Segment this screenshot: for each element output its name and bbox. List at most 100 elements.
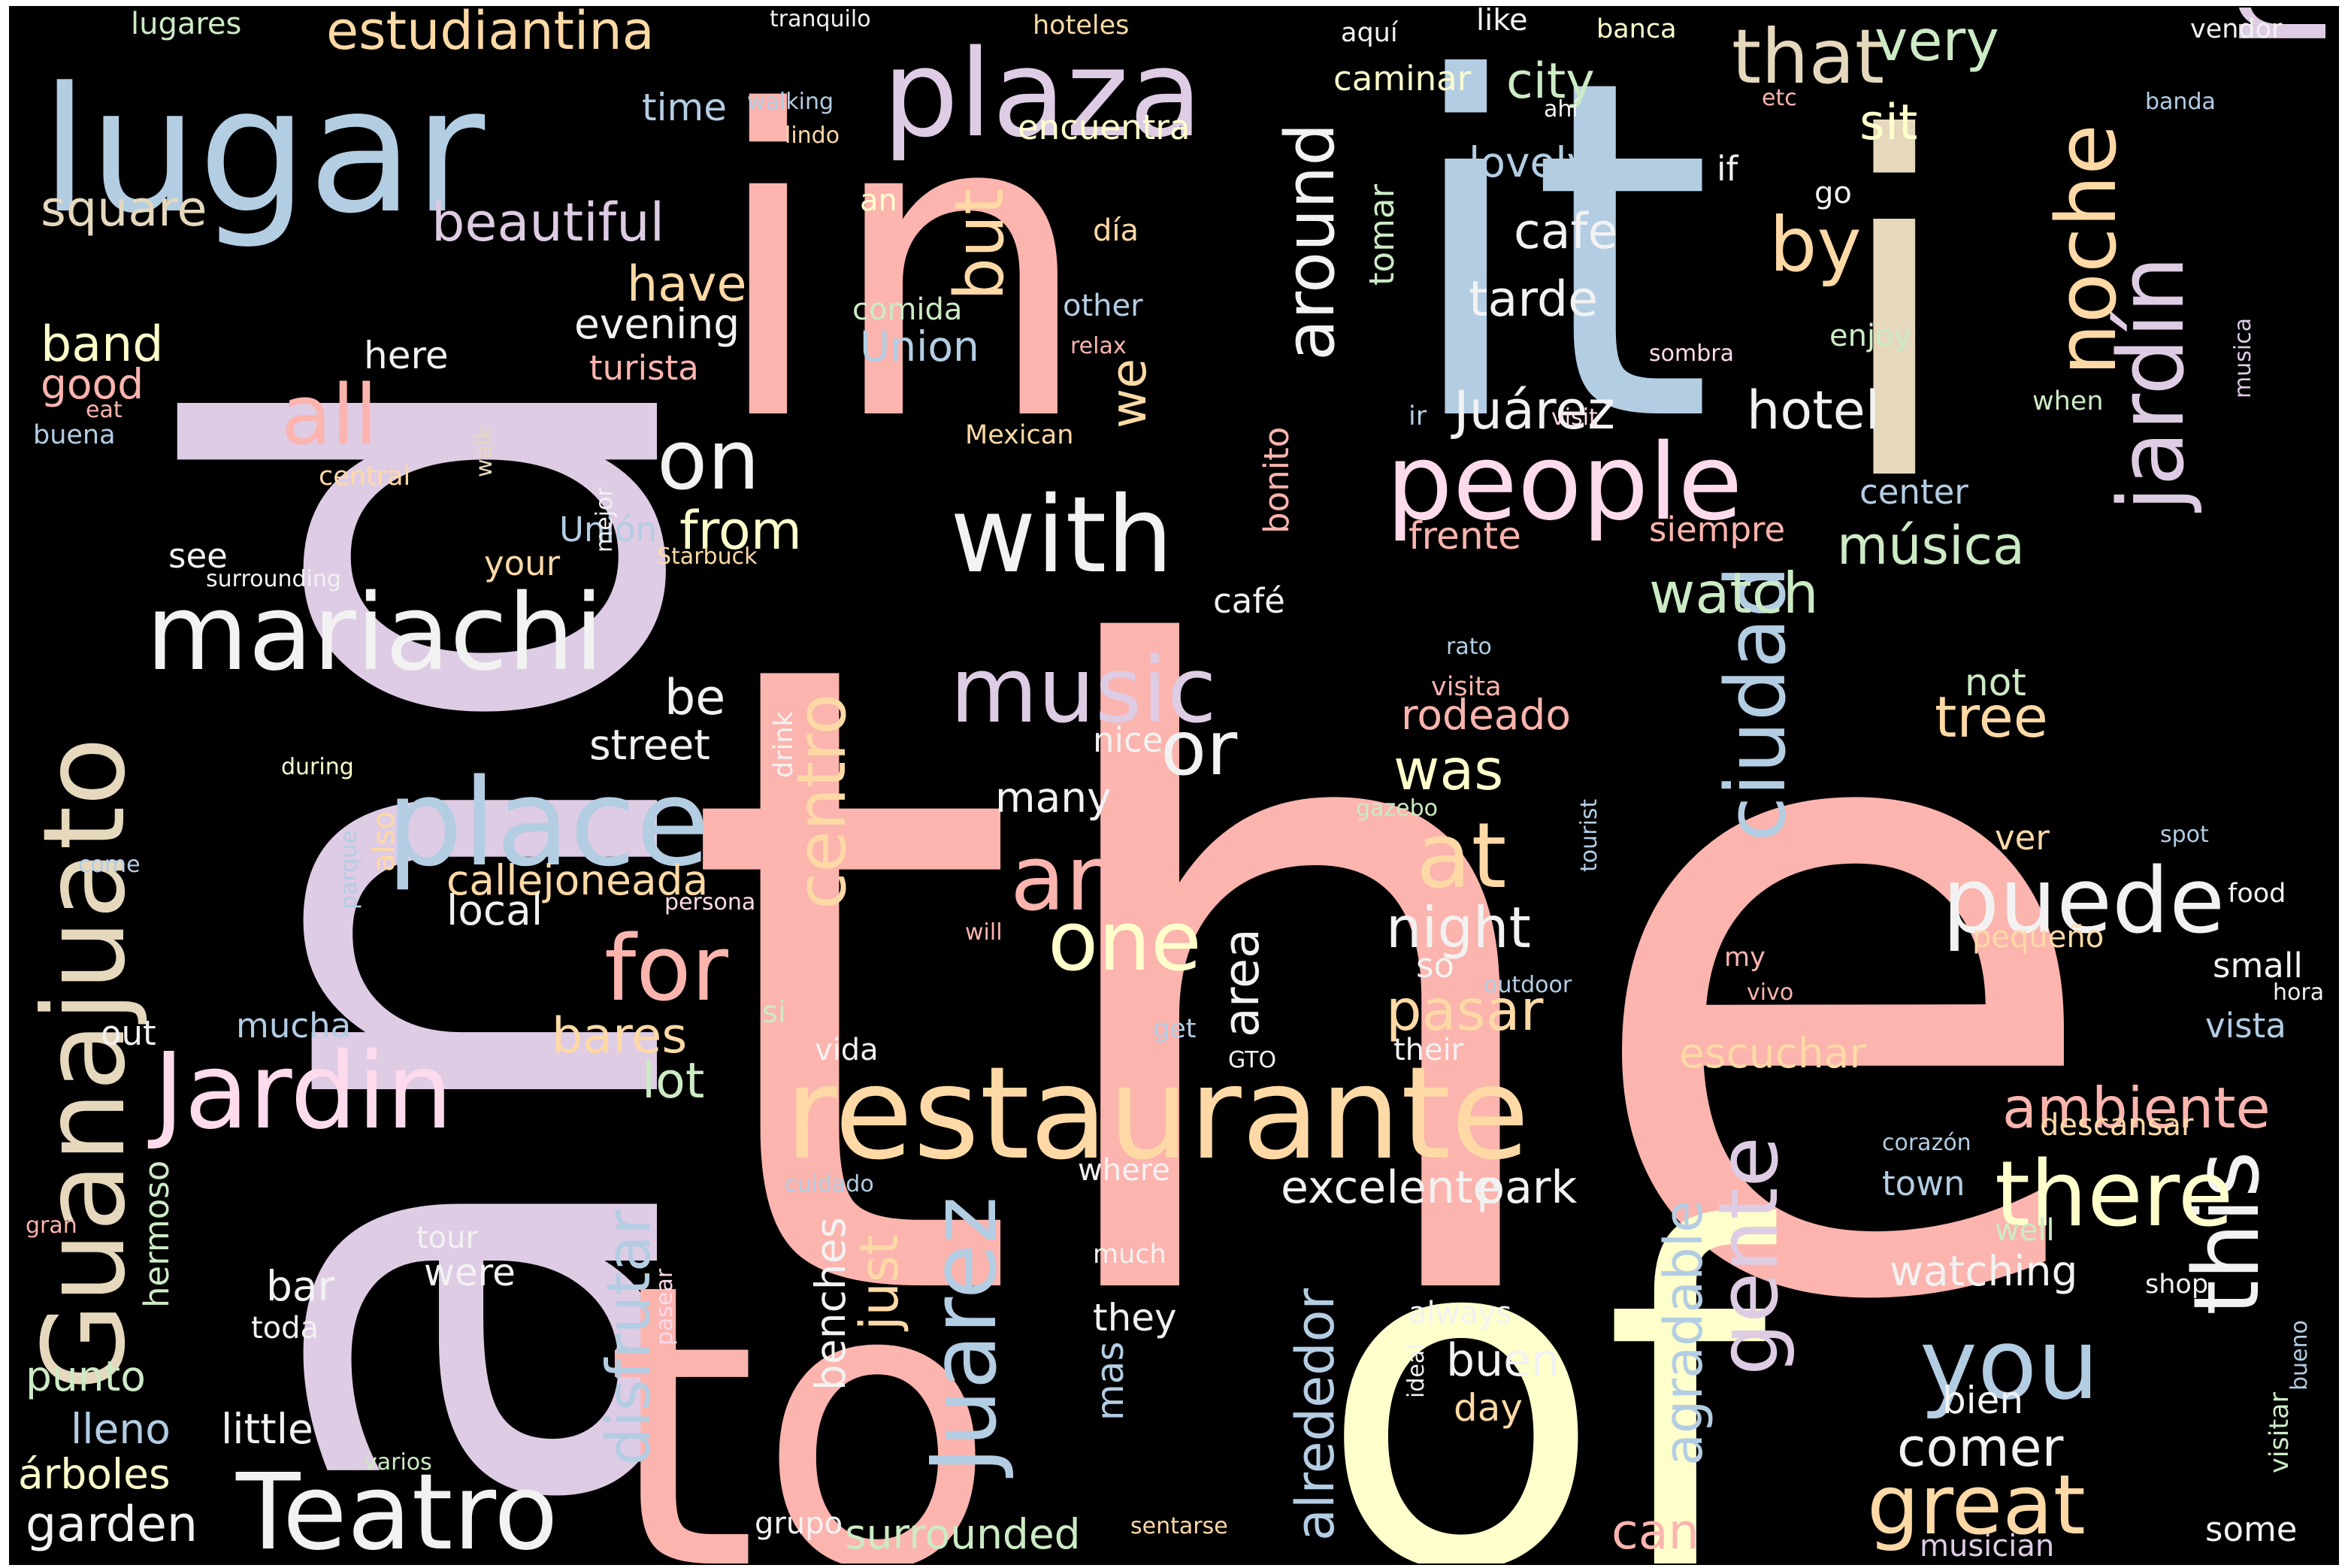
word-night: night bbox=[1386, 894, 1531, 961]
word-hoteles: hoteles bbox=[1033, 11, 1129, 41]
word-ideal: ideal bbox=[1403, 1343, 1430, 1398]
word-centro: centro bbox=[782, 694, 861, 910]
word-aquí: aquí bbox=[1341, 18, 1399, 48]
word-sombra: sombra bbox=[1649, 341, 1734, 367]
word-will: will bbox=[965, 919, 1003, 946]
word-día: día bbox=[1093, 213, 1139, 248]
word-etc: etc bbox=[1762, 85, 1797, 111]
word-walking: walking bbox=[747, 89, 834, 115]
word-are: are bbox=[1010, 827, 1156, 931]
word-rato: rato bbox=[1446, 634, 1492, 660]
word-great: great bbox=[1867, 1457, 2086, 1553]
word-local: local bbox=[446, 886, 543, 934]
word-food: food bbox=[2228, 879, 2286, 909]
word-cuidado: cuidado bbox=[785, 1171, 874, 1197]
word-buen: buen bbox=[1446, 1334, 1560, 1387]
word-ir: ir bbox=[1409, 401, 1427, 431]
word-the: the bbox=[679, 476, 2110, 1491]
word-surrounding: surrounding bbox=[206, 566, 341, 592]
word-persona: persona bbox=[664, 889, 755, 916]
word-you: you bbox=[1920, 1307, 2099, 1421]
word-i: i bbox=[1829, 42, 1959, 584]
word-drink: drink bbox=[769, 710, 799, 778]
word-parque: parque bbox=[336, 830, 362, 910]
word-band: band bbox=[41, 316, 164, 373]
word-buena: buena bbox=[33, 420, 116, 450]
word-one: one bbox=[1048, 893, 1202, 989]
word-starbuck: Starbuck bbox=[657, 543, 758, 570]
word-be: be bbox=[664, 670, 725, 726]
word-corazón: corazón bbox=[1882, 1130, 1971, 1156]
word-visitar: visitar bbox=[2265, 1391, 2295, 1473]
word-sit: sit bbox=[1859, 95, 1917, 151]
word-city: city bbox=[1506, 53, 1595, 110]
word-if: if bbox=[1717, 149, 1739, 189]
word-musica: musica bbox=[2230, 318, 2256, 398]
word-watch: watch bbox=[1649, 560, 1818, 626]
word-can: can bbox=[1611, 1504, 1699, 1560]
word-benches: benches bbox=[806, 1217, 855, 1391]
word-this: this bbox=[2175, 1151, 2280, 1315]
word-in: in bbox=[710, 23, 1094, 513]
word-gran: gran bbox=[26, 1212, 77, 1239]
word-garden: garden bbox=[26, 1497, 198, 1553]
word-comer: comer bbox=[1897, 1417, 2064, 1479]
word-gente: gente bbox=[1700, 1137, 1796, 1376]
word-have: have bbox=[627, 256, 747, 313]
word-with: with bbox=[950, 474, 1173, 597]
word-union: Union bbox=[860, 322, 979, 371]
word-hora: hora bbox=[2273, 979, 2324, 1006]
word-siempre: siempre bbox=[1649, 510, 1785, 549]
word-si: si bbox=[762, 995, 786, 1030]
word-always: always bbox=[1409, 1296, 1511, 1330]
word-mucha: mucha bbox=[236, 1006, 351, 1046]
word-beautiful: beautiful bbox=[431, 192, 664, 253]
word-jardin: Jardin bbox=[147, 1031, 453, 1153]
word-small: small bbox=[2213, 946, 2303, 985]
word-your: your bbox=[484, 543, 561, 583]
word-caminar: caminar bbox=[1333, 59, 1472, 98]
word-vista: vista bbox=[2205, 1006, 2286, 1046]
word-spot: spot bbox=[2160, 822, 2209, 848]
word-an: an bbox=[860, 183, 897, 218]
word-not: not bbox=[1965, 661, 2026, 704]
word-where: where bbox=[1078, 1153, 1170, 1188]
word-bares: bares bbox=[552, 1008, 687, 1064]
word-here: here bbox=[364, 334, 449, 377]
word-vendor: vendor bbox=[2190, 14, 2283, 44]
word-puede: puede bbox=[1942, 849, 2225, 954]
word-of: of bbox=[1318, 1132, 1778, 1563]
word-café: café bbox=[1213, 581, 1285, 621]
word-was: was bbox=[1393, 737, 1503, 803]
word-when: when bbox=[2032, 386, 2104, 416]
word-lovely: lovely bbox=[1469, 138, 1591, 186]
word-that: that bbox=[1732, 13, 1884, 101]
word-ambiente: ambiente bbox=[2002, 1075, 2271, 1141]
word-lindo: lindo bbox=[785, 123, 840, 149]
word-much: much bbox=[1093, 1240, 1166, 1270]
cloud-background bbox=[11, 8, 2337, 1563]
word-mejor: mejor bbox=[592, 487, 618, 552]
word-very: very bbox=[1874, 8, 1999, 74]
word-square: square bbox=[41, 181, 207, 238]
word-escuchar: escuchar bbox=[1679, 1029, 1866, 1077]
word-gazebo: gazebo bbox=[1356, 795, 1438, 822]
word-center: center bbox=[1859, 472, 1968, 512]
word-mariachi: mariachi bbox=[146, 572, 604, 695]
word-time: time bbox=[642, 86, 727, 129]
word-bien: bien bbox=[1942, 1379, 2023, 1422]
word-for: for bbox=[604, 917, 729, 1022]
word-all: all bbox=[281, 367, 378, 463]
word-agradable: agradable bbox=[1653, 1200, 1714, 1466]
word-grupo: grupo bbox=[755, 1506, 843, 1541]
word-musician: musician bbox=[1920, 1529, 2054, 1563]
word-good: good bbox=[41, 360, 144, 408]
word-visit: visit bbox=[1551, 404, 1598, 431]
word-hermoso: hermoso bbox=[137, 1161, 177, 1308]
word-many: many bbox=[995, 773, 1112, 822]
word-jardín: jardín bbox=[2100, 256, 2204, 513]
word-rodeado: rodeado bbox=[1401, 691, 1571, 739]
word-bueno: bueno bbox=[2286, 1320, 2313, 1391]
